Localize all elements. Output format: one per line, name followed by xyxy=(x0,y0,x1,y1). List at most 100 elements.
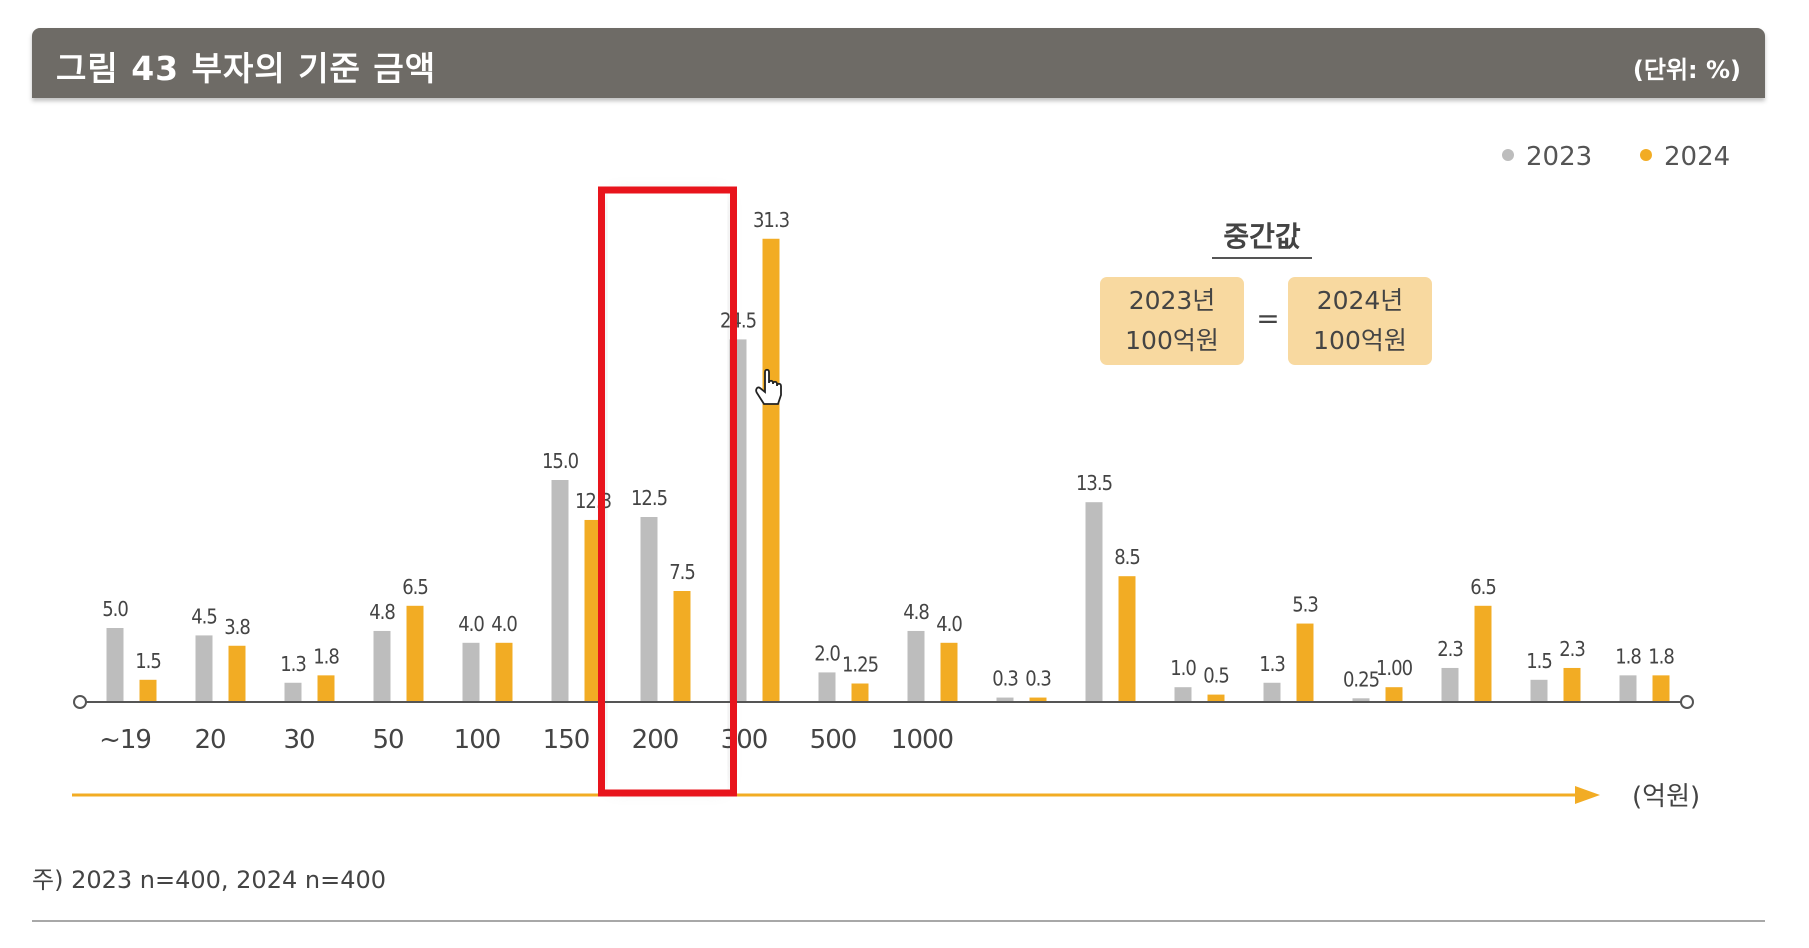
median-title: 중간값 xyxy=(1212,215,1312,259)
value-label-2023-7: 24.5 xyxy=(720,308,756,332)
value-label-2024-11: 8.5 xyxy=(1114,545,1140,569)
tick-label-5: 150 xyxy=(543,725,590,755)
figure-header: 그림 43 부자의 기준 금액 (단위: %) xyxy=(32,28,1765,98)
value-label-2023-2: 1.3 xyxy=(280,652,306,676)
legend-item-2023: 2023 xyxy=(1502,142,1592,172)
value-label-2023-10: 0.3 xyxy=(992,667,1018,691)
value-label-2023-13: 1.3 xyxy=(1259,652,1285,676)
value-label-2024-4: 4.0 xyxy=(491,612,517,636)
value-label-2024-5: 12.3 xyxy=(575,489,612,513)
bar-2024-15 xyxy=(1474,605,1492,702)
bar-2023-0 xyxy=(106,628,124,702)
value-label-2023-1: 4.5 xyxy=(191,604,217,628)
legend-dot-2023 xyxy=(1502,148,1514,161)
value-label-2023-17: 1.8 xyxy=(1615,644,1641,668)
value-label-2024-12: 0.5 xyxy=(1203,664,1229,688)
value-label-2024-1: 3.8 xyxy=(224,615,250,639)
bar-2023-3 xyxy=(373,630,391,702)
bar-2023-14 xyxy=(1352,698,1370,702)
legend-label-2023: 2023 xyxy=(1526,142,1593,172)
value-label-2023-12: 1.0 xyxy=(1170,656,1196,680)
value-label-2024-8: 1.25 xyxy=(842,653,878,677)
tick-label-0: ~19 xyxy=(99,725,151,755)
value-label-2023-14: 0.25 xyxy=(1343,667,1379,691)
value-label-2024-7: 31.3 xyxy=(753,208,790,232)
bar-2023-1 xyxy=(195,635,213,702)
bar-2024-3 xyxy=(406,605,424,702)
value-label-2024-16: 2.3 xyxy=(1559,637,1585,661)
legend-item-2024: 2024 xyxy=(1640,142,1730,172)
bar-2023-9 xyxy=(907,630,925,702)
tick-label-8: 500 xyxy=(810,725,857,755)
bar-2024-10 xyxy=(1029,697,1047,702)
tick-label-4: 100 xyxy=(454,725,501,755)
bar-2024-6 xyxy=(673,591,691,702)
value-label-2024-15: 6.5 xyxy=(1470,575,1496,599)
bar-2024-9 xyxy=(940,642,958,702)
value-label-2023-0: 5.0 xyxy=(102,597,128,621)
legend-label-2024: 2024 xyxy=(1664,142,1731,172)
tick-label-3: 50 xyxy=(372,725,403,755)
bar-2024-11 xyxy=(1118,576,1136,702)
unit-label: (단위: %) xyxy=(1632,56,1741,84)
bar-2023-17 xyxy=(1619,675,1637,702)
bar-2023-4 xyxy=(462,642,480,702)
median-equals: = xyxy=(1256,302,1280,335)
bar-2023-10 xyxy=(996,697,1014,702)
value-label-2024-3: 6.5 xyxy=(402,575,428,599)
x-unit-label: (억원) xyxy=(1632,782,1700,812)
bar-2023-6 xyxy=(640,517,658,702)
bar-2023-5 xyxy=(551,480,569,702)
bar-2024-8 xyxy=(851,683,869,702)
value-label-2024-17: 1.8 xyxy=(1648,644,1674,668)
bar-2024-4 xyxy=(495,642,513,702)
bar-2023-12 xyxy=(1174,687,1192,702)
value-label-2023-16: 1.5 xyxy=(1526,649,1552,673)
bar-2024-2 xyxy=(317,675,335,702)
bar-2023-11 xyxy=(1085,502,1103,702)
value-label-2024-13: 5.3 xyxy=(1292,593,1318,617)
bar-2023-8 xyxy=(818,672,836,702)
bar-2024-16 xyxy=(1563,667,1581,702)
bar-2024-17 xyxy=(1652,675,1670,702)
value-label-2023-9: 4.8 xyxy=(903,600,929,624)
value-label-2024-10: 0.3 xyxy=(1025,667,1051,691)
median-box-2023: 2023년 100억원 xyxy=(1100,277,1244,365)
value-label-2024-2: 1.8 xyxy=(313,644,339,668)
value-label-2024-14: 1.00 xyxy=(1376,656,1413,680)
axis-start-marker xyxy=(73,695,87,709)
hand-cursor-icon xyxy=(755,368,782,405)
bar-2023-2 xyxy=(284,682,302,702)
bar-2023-13 xyxy=(1263,682,1281,702)
legend-dot-2024 xyxy=(1640,148,1652,161)
highlight-fill xyxy=(607,191,728,791)
bottom-divider xyxy=(32,920,1765,922)
tick-label-7: 300 xyxy=(721,725,768,755)
value-label-2023-6: 12.5 xyxy=(631,486,667,510)
tick-label-9: 1000 xyxy=(891,725,953,755)
bar-2024-13 xyxy=(1296,623,1314,702)
median-2024-value: 100억원 xyxy=(1313,326,1407,355)
value-label-2023-5: 15.0 xyxy=(542,449,579,473)
median-2023-year: 2023년 xyxy=(1128,286,1216,315)
value-label-2024-9: 4.0 xyxy=(936,612,962,636)
median-box-2024: 2024년 100억원 xyxy=(1288,277,1432,365)
value-label-2023-3: 4.8 xyxy=(369,600,395,624)
value-label-2023-15: 2.3 xyxy=(1437,637,1463,661)
unit-arrow-head xyxy=(1575,786,1600,804)
value-label-2023-11: 13.5 xyxy=(1076,471,1112,495)
axis-end-marker xyxy=(1680,695,1694,709)
bar-2023-15 xyxy=(1441,667,1459,702)
value-label-2024-6: 7.5 xyxy=(669,560,695,584)
value-label-2024-0: 1.5 xyxy=(135,649,161,673)
tick-label-2: 30 xyxy=(283,725,314,755)
bar-2024-14 xyxy=(1385,687,1403,702)
value-label-2023-4: 4.0 xyxy=(458,612,484,636)
sample-note: 주) 2023 n=400, 2024 n=400 xyxy=(32,866,387,894)
tick-label-6: 200 xyxy=(632,725,679,755)
bar-2024-1 xyxy=(228,645,246,702)
bar-2024-7 xyxy=(762,238,780,702)
value-label-2023-8: 2.0 xyxy=(814,641,840,665)
bar-2024-5 xyxy=(584,519,602,702)
